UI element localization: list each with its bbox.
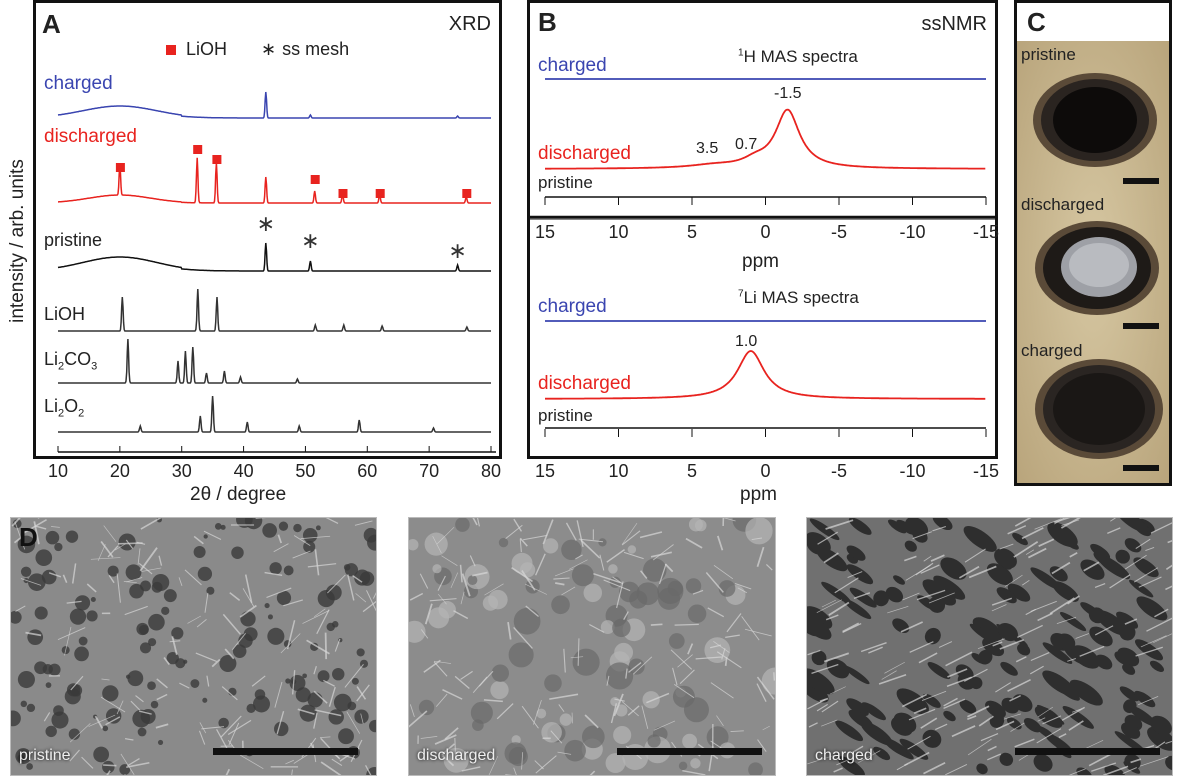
h-label-discharged: discharged [538,143,631,164]
nmr-tick-label: -10 [899,461,926,481]
lioh-marker [375,189,385,198]
nmr-tick-label: 10 [608,461,629,481]
sem-scale-bar-pristine [213,748,358,755]
h-xlabel: ppm [742,251,779,272]
panel-d-letter: D [19,522,38,552]
nmr-plot [530,78,995,437]
photo-label-charged: charged [1021,341,1083,360]
photo-label-pristine: pristine [1021,45,1076,64]
legend-mesh: ∗ ss mesh [261,39,349,60]
panel-a-letter: A [42,9,61,39]
sem-label-discharged: discharged [417,747,496,764]
lioh-marker [462,189,472,198]
nmr-xticks-top: 15 10 5 0 -5 -10 -15 [527,222,999,246]
li-label-discharged: discharged [538,373,631,394]
lioh-marker [310,175,320,184]
legend-lioh: LiOH [166,39,227,60]
panel-c-header [1017,3,1169,41]
photo-label-discharged: discharged [1021,195,1105,214]
nmr-xticks-bottom: 15 10 5 0 -5 -10 -15 [527,461,999,485]
panel-a-xrd: A XRD LiOH ∗ ss mesh ∗ ∗ ∗ charged discharg… [33,0,502,459]
xrd-tick-label: 20 [109,461,130,481]
nmr-tick-label: 0 [760,461,771,481]
nmr-tick-label: 15 [534,222,556,242]
xrd-trace-discharged [58,157,491,204]
xrd-label-discharged: discharged [44,126,137,147]
panel-c-photos: C pristine discharged charged [1014,0,1172,486]
xrd-tick-label: 50 [295,461,316,481]
xrd-trace-li2o2 [58,395,491,433]
xrd-tick-label: 30 [171,461,192,481]
li-label-charged: charged [538,296,607,317]
sem-scale-bar-charged [1015,748,1160,755]
xrd-ylabel: intensity / arb. units [7,159,28,323]
nmr-tick-label: -15 [972,461,999,481]
red-square-marker-icon [166,45,176,55]
h-label-pristine: pristine [538,173,593,192]
nmr-tick-label: 5 [686,222,697,242]
xrd-tick-label: 60 [357,461,378,481]
sem-image-discharged: discharged [408,517,776,776]
scale-bar-discharged [1123,323,1159,329]
xrd-tick-label: 10 [48,461,69,481]
sem-label-pristine: pristine [19,747,71,764]
lioh-marker [115,163,125,172]
sem-image-pristine: D pristine [10,517,377,776]
xrd-trace-charged [57,91,491,119]
h-label-charged: charged [538,55,607,76]
li-trace-discharged [545,350,986,400]
nmr-tick-label: -5 [830,461,847,481]
li-spectra-title: 7Li MAS spectra [738,288,859,307]
xrd-trace-pristine [57,242,491,272]
xrd-label-li2o2: Li2O2 [44,396,85,420]
panel-b-tag: ssNMR [921,13,987,35]
scale-bar-pristine [1123,178,1159,184]
nmr-tick-label: -5 [830,222,847,242]
xrd-xticks: 10 20 30 40 50 60 70 80 [33,461,502,485]
xrd-xlabel: 2θ / degree [190,484,287,505]
sem-image-charged: charged [806,517,1173,776]
xrd-label-lioh: LiOH [44,304,86,324]
lioh-marker [338,189,348,198]
mesh-asterisk: ∗ [448,238,466,263]
xrd-tick-label: 70 [419,461,440,481]
h-peak-label-3: 3.5 [696,140,719,157]
xrd-trace-lioh [58,288,491,332]
mesh-asterisk: ∗ [301,228,319,253]
sem-label-charged: charged [815,747,873,764]
legend-mesh-label: ss mesh [282,39,350,59]
nmr-tick-label: 5 [686,461,697,481]
lioh-marker [212,155,222,164]
asterisk-icon: ∗ [261,39,277,59]
nmr-tick-label: -10 [899,222,926,242]
panel-a-tag: XRD [448,13,491,35]
xrd-label-pristine: pristine [44,230,103,250]
sem-scale-bar-discharged [617,748,762,755]
nmr-tick-label: 0 [760,222,771,242]
lioh-marker [193,145,203,154]
nmr-tick-label: 15 [534,461,556,481]
panel-b-letter: B [538,7,557,37]
li-label-pristine: pristine [538,406,593,425]
xrd-label-charged: charged [44,73,113,94]
nmr-tick-label: 10 [608,222,629,242]
h-peak-label-2: 0.7 [735,136,758,153]
mesh-asterisk: ∗ [257,211,275,236]
li-peak-label: 1.0 [735,333,758,350]
h-trace-discharged [545,108,986,170]
scale-bar-charged [1123,465,1159,471]
xrd-plot: ∗ ∗ ∗ [57,91,496,453]
h-spectra-title: 1H MAS spectra [738,47,858,66]
nmr-tick-label: -15 [972,222,999,242]
h-peak-label-1: -1.5 [774,85,802,102]
xrd-tick-label: 40 [233,461,254,481]
xrd-label-li2co3: Li2CO3 [44,349,98,373]
panel-b-ssnmr: B ssNMR 1H MAS spectra 7Li MAS spectra c… [527,0,998,459]
xrd-tick-label: 80 [481,461,502,481]
xrd-trace-li2co3 [58,338,491,384]
panel-c-letter: C [1027,7,1046,37]
li-xlabel: ppm [740,484,777,505]
electrode-photos [1017,41,1169,483]
legend-lioh-label: LiOH [186,39,228,59]
